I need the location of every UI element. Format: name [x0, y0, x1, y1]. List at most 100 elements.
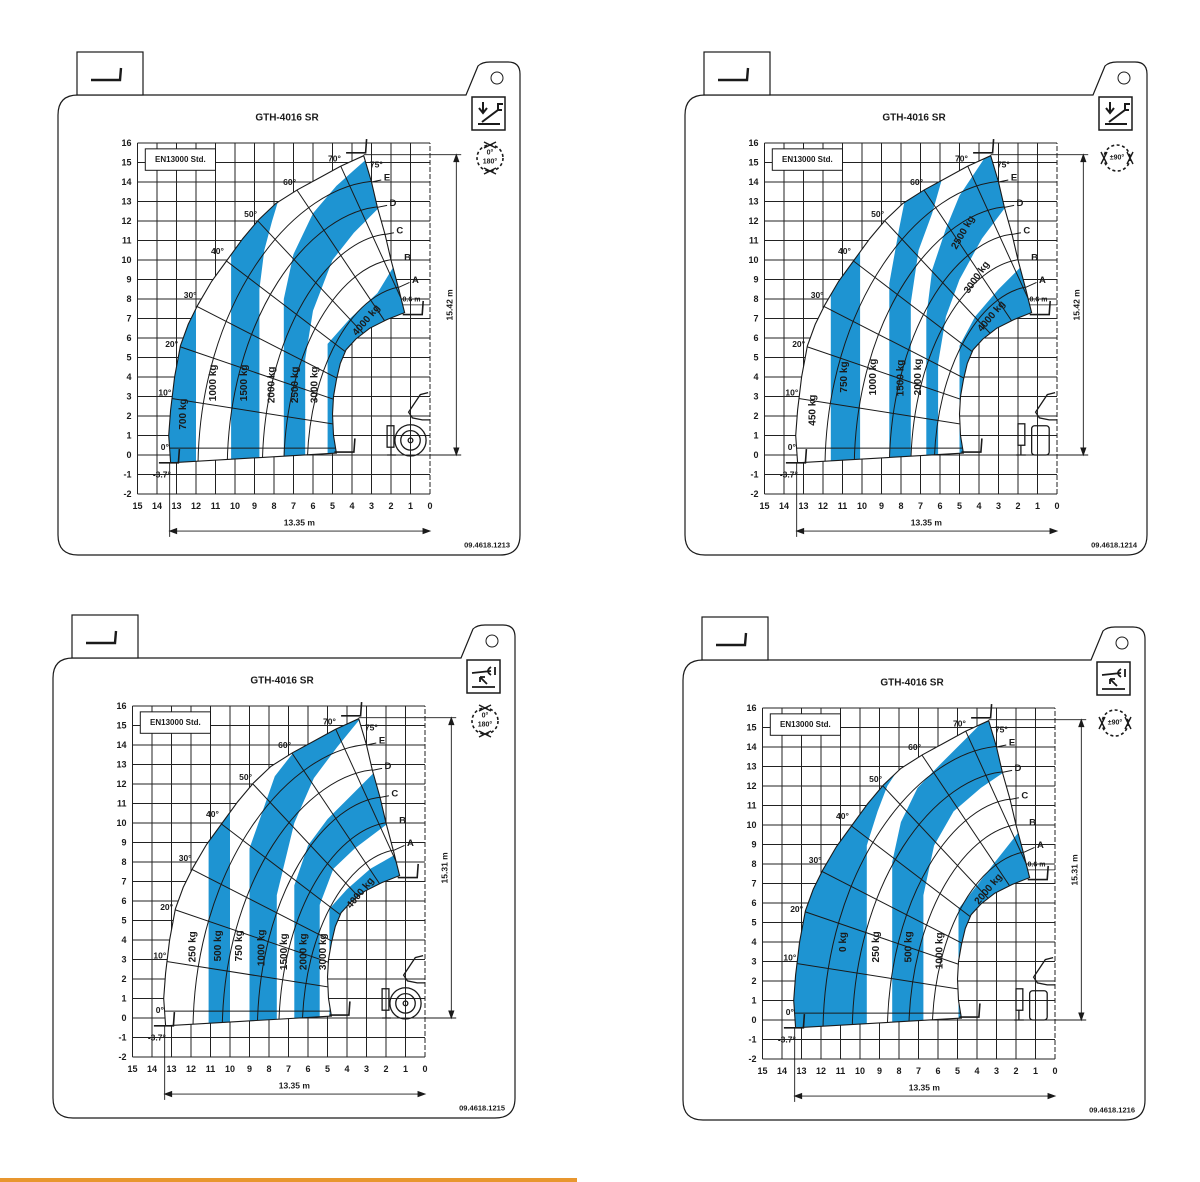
fork-positions — [158, 139, 424, 464]
x-tick-label: 6 — [937, 501, 942, 511]
fork-symbol — [402, 300, 424, 316]
boom-angle-label: 30° — [184, 290, 197, 300]
y-tick-label: -2 — [750, 489, 758, 499]
extension-curve-label-B: B — [1029, 818, 1036, 829]
x-tick-label: 13 — [166, 1064, 176, 1074]
fork-positions — [785, 139, 1051, 464]
x-tick-label: 11 — [211, 501, 221, 511]
extension-curve — [301, 848, 400, 1026]
boom-angle-line — [163, 959, 400, 1009]
chart-title: GTH-4016 SR — [880, 678, 944, 689]
y-tick-label: 1 — [753, 431, 758, 441]
x-tick-label: 7 — [918, 501, 923, 511]
extension-curve — [933, 285, 1032, 463]
boom-angle-label: 70° — [328, 154, 341, 164]
boom-angle-label: 70° — [953, 719, 966, 729]
x-tick-label: 10 — [225, 1064, 235, 1074]
y-tick-label: 16 — [746, 703, 756, 713]
fork-symbol — [153, 1012, 176, 1027]
extension-curve — [306, 285, 405, 463]
boom-angle-label: 10° — [158, 388, 171, 398]
load-capacity-label: 1500 kg — [279, 933, 290, 970]
boom-angle-label: 20° — [792, 339, 805, 349]
y-tick-label: 2 — [753, 411, 758, 421]
icon-frame — [1098, 96, 1133, 131]
y-tick-label: 5 — [751, 918, 756, 928]
extension-curve-label-C: C — [1023, 225, 1030, 236]
boom-angle-line — [795, 342, 1032, 446]
x-tick-label: 14 — [147, 1064, 157, 1074]
fork-tab — [71, 614, 139, 659]
stabilizers-up-icon — [466, 659, 501, 694]
wheel-side — [1030, 425, 1050, 456]
load-chart-card-4: GTH-4016 SR ±90° 16 15 14 13 12 11 10 9 8 7 6 5 4 3 2 1 0-… — [682, 616, 1153, 1127]
x-tick-label: 15 — [757, 1066, 767, 1076]
x-tick-label: 11 — [206, 1064, 216, 1074]
curve-leader — [1025, 281, 1037, 288]
y-tick-label: 3 — [121, 955, 126, 965]
rotation-label: 180° — [478, 721, 493, 729]
extension-curve-label-B: B — [399, 816, 406, 827]
boom-angle-label: 40° — [838, 246, 851, 256]
x-tick-label: 0 — [427, 501, 432, 511]
wheel-hub — [407, 437, 414, 444]
y-tick-label: -1 — [123, 470, 131, 480]
load-chart-card-1: GTH-4016 SR 0° 180° 16 15 14 13 12 11 10 9 8 7 6 5 4 3 2 1… — [57, 51, 528, 562]
y-tick-label: -2 — [123, 489, 131, 499]
chart-title: GTH-4016 SR — [882, 113, 946, 124]
x-tick-label: 13 — [796, 1066, 806, 1076]
boom-angle-label: 0° — [786, 1007, 795, 1017]
height-arrows — [448, 716, 455, 1020]
fork-tab — [703, 51, 771, 96]
y-tick-label: -2 — [748, 1054, 756, 1064]
extension-curve-label-E: E — [1009, 738, 1015, 749]
fork-symbol — [329, 1001, 351, 1016]
load-capacity-label: 2000 kg — [913, 359, 924, 396]
arrow-down-glyph — [1105, 102, 1115, 115]
extension-curve — [910, 258, 1026, 463]
extension-curve — [853, 205, 1013, 463]
arrow-glyph — [478, 704, 492, 738]
boom-angle-label: 75° — [997, 159, 1010, 169]
load-capacity-label: 0 kg — [838, 932, 849, 952]
curve-leader — [1002, 769, 1013, 773]
extension-curve — [283, 258, 399, 463]
y-tick-label: 12 — [748, 216, 758, 226]
boom-angle-label: 30° — [809, 855, 822, 865]
extension-curve-label-D: D — [385, 761, 392, 772]
load-chart-1: GTH-4016 SR0°180°16151413121110987654321… — [57, 51, 521, 556]
curve-leader — [1023, 846, 1035, 853]
arrow-down-glyph — [478, 102, 488, 115]
stabilizer-foot — [387, 447, 396, 456]
y-tick-label: 7 — [751, 879, 756, 889]
y-tick-label: -1 — [748, 1035, 756, 1045]
x-tick-label: 8 — [896, 1066, 901, 1076]
y-tick-label: 6 — [121, 896, 126, 906]
x-tick-label: 3 — [369, 501, 374, 511]
stabilizer-foot — [1014, 1010, 1024, 1021]
y-tick-label: 9 — [121, 838, 126, 848]
load-zone-band — [926, 155, 1032, 463]
fork-shape — [86, 630, 118, 645]
y-tick-label: 13 — [121, 197, 131, 207]
extension-curve — [192, 743, 375, 1026]
boom-angle-label: 75° — [365, 722, 378, 732]
curve-leader — [379, 795, 390, 799]
fork-tab — [701, 616, 769, 661]
extension-curve — [888, 233, 1019, 463]
envelope-lines — [168, 156, 405, 463]
y-tick-label: 1 — [121, 994, 126, 1004]
extension-curve — [931, 850, 1030, 1028]
boom-angle-line — [813, 300, 1032, 446]
y-tick-label: 4 — [751, 937, 756, 947]
x-tick-label: 9 — [879, 501, 884, 511]
y-tick-label: 9 — [126, 275, 131, 285]
y-tick-label: 12 — [746, 781, 756, 791]
fork-positions — [153, 702, 419, 1027]
machine-icon — [1014, 956, 1055, 1021]
extension-curve — [256, 796, 387, 1026]
curve-leader — [996, 744, 1007, 748]
boom-angle-line — [916, 746, 1030, 1011]
x-tick-label: 9 — [252, 501, 257, 511]
fork-symbol — [341, 702, 363, 717]
